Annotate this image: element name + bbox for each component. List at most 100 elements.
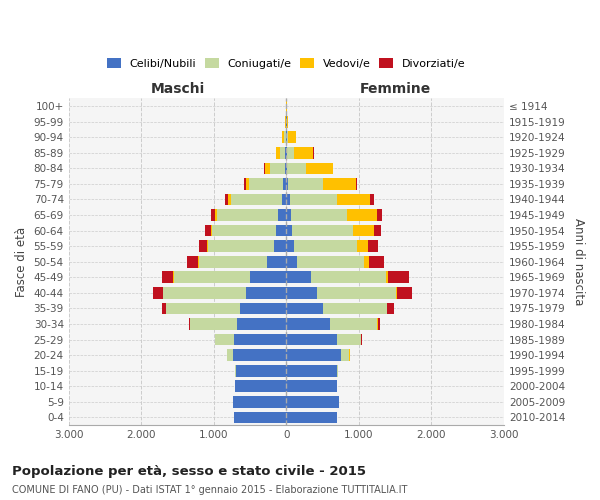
Bar	[341, 350, 349, 361]
Bar	[274, 240, 286, 252]
Bar	[286, 350, 341, 361]
Bar	[337, 334, 361, 345]
Bar	[286, 287, 317, 298]
Bar	[286, 194, 290, 205]
Bar	[287, 162, 307, 174]
Bar	[368, 240, 378, 252]
Bar	[337, 194, 370, 205]
Bar	[235, 380, 286, 392]
Bar	[281, 194, 286, 205]
Bar	[233, 396, 286, 407]
Bar	[337, 365, 338, 376]
Bar	[250, 178, 283, 190]
Bar	[297, 256, 364, 268]
Bar	[235, 365, 236, 376]
Bar	[369, 256, 384, 268]
Bar	[244, 178, 245, 190]
Bar	[287, 132, 288, 143]
Bar	[199, 256, 268, 268]
Text: COMUNE DI FANO (PU) - Dati ISTAT 1° gennaio 2015 - Elaborazione TUTTITALIA.IT: COMUNE DI FANO (PU) - Dati ISTAT 1° genn…	[12, 485, 407, 495]
Bar	[250, 272, 286, 283]
Bar	[388, 302, 394, 314]
Bar	[208, 240, 274, 252]
Bar	[265, 162, 270, 174]
Bar	[290, 194, 337, 205]
Bar	[217, 209, 278, 221]
Bar	[211, 209, 215, 221]
Bar	[323, 302, 387, 314]
Bar	[207, 240, 208, 252]
Bar	[388, 272, 409, 283]
Bar	[286, 225, 292, 236]
Bar	[286, 162, 287, 174]
Bar	[356, 178, 357, 190]
Y-axis label: Fasce di età: Fasce di età	[15, 226, 28, 297]
Bar	[286, 240, 294, 252]
Bar	[294, 240, 357, 252]
Bar	[284, 132, 286, 143]
Bar	[364, 256, 369, 268]
Bar	[285, 162, 286, 174]
Bar	[199, 240, 207, 252]
Bar	[276, 225, 286, 236]
Bar	[347, 209, 377, 221]
Bar	[357, 240, 368, 252]
Bar	[286, 412, 337, 423]
Bar	[377, 318, 380, 330]
Bar	[288, 132, 296, 143]
Bar	[227, 350, 233, 361]
Bar	[283, 178, 286, 190]
Bar	[268, 256, 286, 268]
Text: Maschi: Maschi	[151, 82, 205, 96]
Bar	[286, 272, 311, 283]
Bar	[286, 334, 337, 345]
Bar	[270, 162, 285, 174]
Bar	[286, 365, 337, 376]
Bar	[292, 209, 347, 221]
Bar	[397, 287, 412, 298]
Bar	[276, 147, 280, 158]
Y-axis label: Anni di nascita: Anni di nascita	[572, 218, 585, 306]
Bar	[215, 334, 234, 345]
Bar	[234, 412, 286, 423]
Bar	[215, 209, 217, 221]
Bar	[231, 194, 281, 205]
Bar	[166, 302, 240, 314]
Bar	[163, 287, 245, 298]
Bar	[233, 350, 286, 361]
Bar	[280, 147, 286, 158]
Bar	[287, 147, 294, 158]
Bar	[286, 302, 323, 314]
Bar	[288, 178, 323, 190]
Bar	[294, 147, 313, 158]
Bar	[386, 272, 388, 283]
Text: Popolazione per età, sesso e stato civile - 2015: Popolazione per età, sesso e stato civil…	[12, 464, 366, 477]
Bar	[374, 225, 380, 236]
Bar	[245, 287, 286, 298]
Bar	[187, 256, 198, 268]
Bar	[353, 225, 374, 236]
Bar	[205, 225, 211, 236]
Bar	[286, 209, 292, 221]
Bar	[245, 178, 250, 190]
Bar	[154, 287, 163, 298]
Bar	[286, 178, 288, 190]
Bar	[161, 272, 173, 283]
Bar	[162, 302, 166, 314]
Bar	[311, 272, 386, 283]
Bar	[323, 178, 356, 190]
Bar	[287, 116, 289, 128]
Bar	[228, 194, 231, 205]
Legend: Celibi/Nubili, Coniugati/e, Vedovi/e, Divorziati/e: Celibi/Nubili, Coniugati/e, Vedovi/e, Di…	[107, 58, 465, 69]
Bar	[286, 380, 337, 392]
Bar	[283, 132, 284, 143]
Bar	[237, 318, 286, 330]
Bar	[240, 302, 286, 314]
Bar	[225, 194, 228, 205]
Bar	[307, 162, 332, 174]
Bar	[278, 209, 286, 221]
Bar	[236, 365, 286, 376]
Bar	[286, 256, 297, 268]
Bar	[286, 396, 339, 407]
Bar	[188, 318, 190, 330]
